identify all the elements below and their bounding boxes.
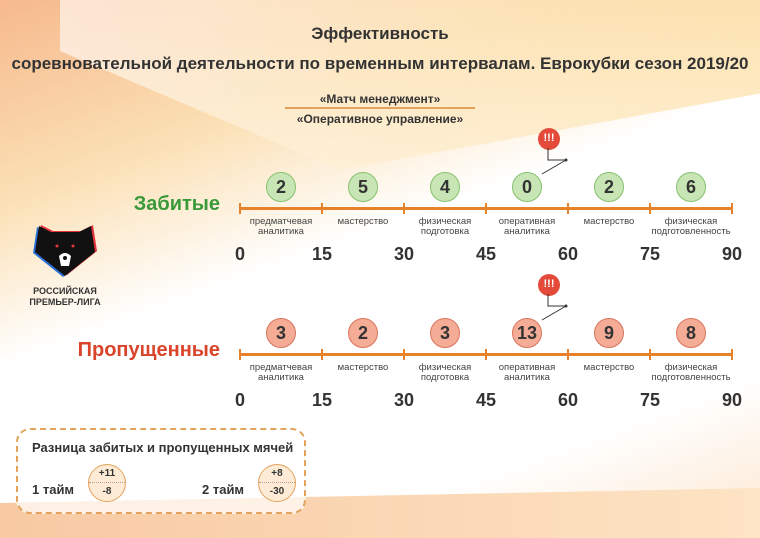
scored-count-badge: 0 [512, 172, 542, 202]
page-subtitle: соревновательной деятельности по временн… [11, 54, 749, 73]
timeline-tick [239, 349, 241, 360]
bear-icon [33, 225, 97, 277]
minute-label: 75 [639, 244, 661, 264]
logo-text: ПРЕМЬЕР-ЛИГА [29, 297, 101, 307]
half-diff-badge: +8 -30 [258, 464, 296, 502]
segment-label-line: мастерство [337, 362, 389, 373]
timeline-tick [403, 349, 405, 360]
plus-value: +11 [89, 465, 125, 483]
segment-label-line: аналитика [258, 372, 304, 383]
page-title: Эффективность [311, 24, 449, 43]
scored-count-badge: 4 [430, 172, 460, 202]
scored-count-badge: 2 [266, 172, 296, 202]
segment-label: мастерство [568, 363, 650, 373]
timeline-tick [649, 203, 651, 214]
minute-label: 60 [557, 244, 579, 264]
segment-label-line: мастерство [337, 216, 389, 227]
segment-label-line: подготовленность [651, 372, 731, 383]
half-label: 1 тайм [32, 482, 75, 497]
minute-label: 45 [475, 244, 497, 264]
timeline-tick [649, 349, 651, 360]
row-label-scored: Забитые [133, 193, 220, 215]
scored-count-badge: 5 [348, 172, 378, 202]
minute-label: 75 [639, 390, 661, 410]
timeline-tick [731, 203, 733, 214]
segment-label-line: аналитика [504, 372, 550, 383]
minute-label: 90 [721, 390, 743, 410]
alert-connector [541, 294, 568, 321]
conceded-count-badge: 13 [512, 318, 542, 348]
minus-value: -8 [102, 486, 112, 497]
segment-label: мастерство [568, 217, 650, 227]
alert-icon: !!! [538, 128, 560, 150]
segment-label-line: оперативная [498, 216, 556, 227]
segment-label: физическая подготовка [404, 363, 486, 383]
segment-label: физическая подготовленность [650, 217, 732, 237]
minute-label: 30 [393, 390, 415, 410]
alert-icon: !!! [538, 274, 560, 296]
divider [285, 107, 475, 109]
segment-label: мастерство [322, 217, 404, 227]
minute-label: 60 [557, 390, 579, 410]
scored-count-badge: 2 [594, 172, 624, 202]
segment-label-line: физическая [418, 362, 472, 373]
logo-text: РОССИЙСКАЯ [33, 286, 97, 296]
segment-label-line: подготовка [420, 372, 470, 383]
segment-label: оперативная аналитика [486, 363, 568, 383]
segment-label-line: физическая [418, 216, 472, 227]
timeline-tick [567, 203, 569, 214]
segment-label: оперативная аналитика [486, 217, 568, 237]
minute-label: 0 [234, 390, 245, 410]
conceded-count-badge: 2 [348, 318, 378, 348]
segment-label: физическая подготовка [404, 217, 486, 237]
timeline-tick [485, 203, 487, 214]
timeline-tick [567, 349, 569, 360]
section-heading: «Матч менеджмент» [319, 92, 441, 106]
minute-label: 15 [311, 244, 333, 264]
segment-label-line: подготовленность [651, 226, 731, 237]
minute-label: 90 [721, 244, 743, 264]
minute-label: 0 [234, 244, 245, 264]
timeline-tick [485, 349, 487, 360]
alert-connector [541, 148, 568, 175]
segment-label-line: предматчевая [249, 216, 313, 227]
segment-label-line: аналитика [258, 226, 304, 237]
half-diff-badge: +11 -8 [88, 464, 126, 502]
difference-title: Разница забитых и пропущенных мячей [32, 440, 294, 455]
plus-value: +8 [259, 465, 295, 483]
segment-label-line: мастерство [583, 216, 635, 227]
timeline-tick [731, 349, 733, 360]
minus-value: -30 [269, 486, 285, 497]
timeline-tick [321, 203, 323, 214]
segment-label-line: подготовка [420, 226, 470, 237]
conceded-count-badge: 3 [266, 318, 296, 348]
segment-label: физическая подготовленность [650, 363, 732, 383]
timeline-tick [321, 349, 323, 360]
segment-label-line: предматчевая [249, 362, 313, 373]
timeline-tick [403, 203, 405, 214]
segment-label: предматчевая аналитика [240, 363, 322, 383]
minute-label: 30 [393, 244, 415, 264]
difference-panel: Разница забитых и пропущенных мячей 1 та… [16, 428, 306, 514]
row-label-conceded: Пропущенные [77, 339, 220, 361]
timeline-tick [239, 203, 241, 214]
half-label: 2 тайм [202, 482, 245, 497]
conceded-count-badge: 8 [676, 318, 706, 348]
section-subheading: «Оперативное управление» [296, 112, 464, 126]
conceded-count-badge: 9 [594, 318, 624, 348]
segment-label-line: аналитика [504, 226, 550, 237]
rpl-logo: РОССИЙСКАЯ ПРЕМЬЕР-ЛИГА [20, 222, 110, 308]
segment-label: предматчевая аналитика [240, 217, 322, 237]
segment-label-line: мастерство [583, 362, 635, 373]
minute-label: 45 [475, 390, 497, 410]
segment-label-line: оперативная [498, 362, 556, 373]
minute-label: 15 [311, 390, 333, 410]
segment-label-line: физическая [664, 216, 718, 227]
segment-label: мастерство [322, 363, 404, 373]
segment-label-line: физическая [664, 362, 718, 373]
scored-count-badge: 6 [676, 172, 706, 202]
conceded-count-badge: 3 [430, 318, 460, 348]
